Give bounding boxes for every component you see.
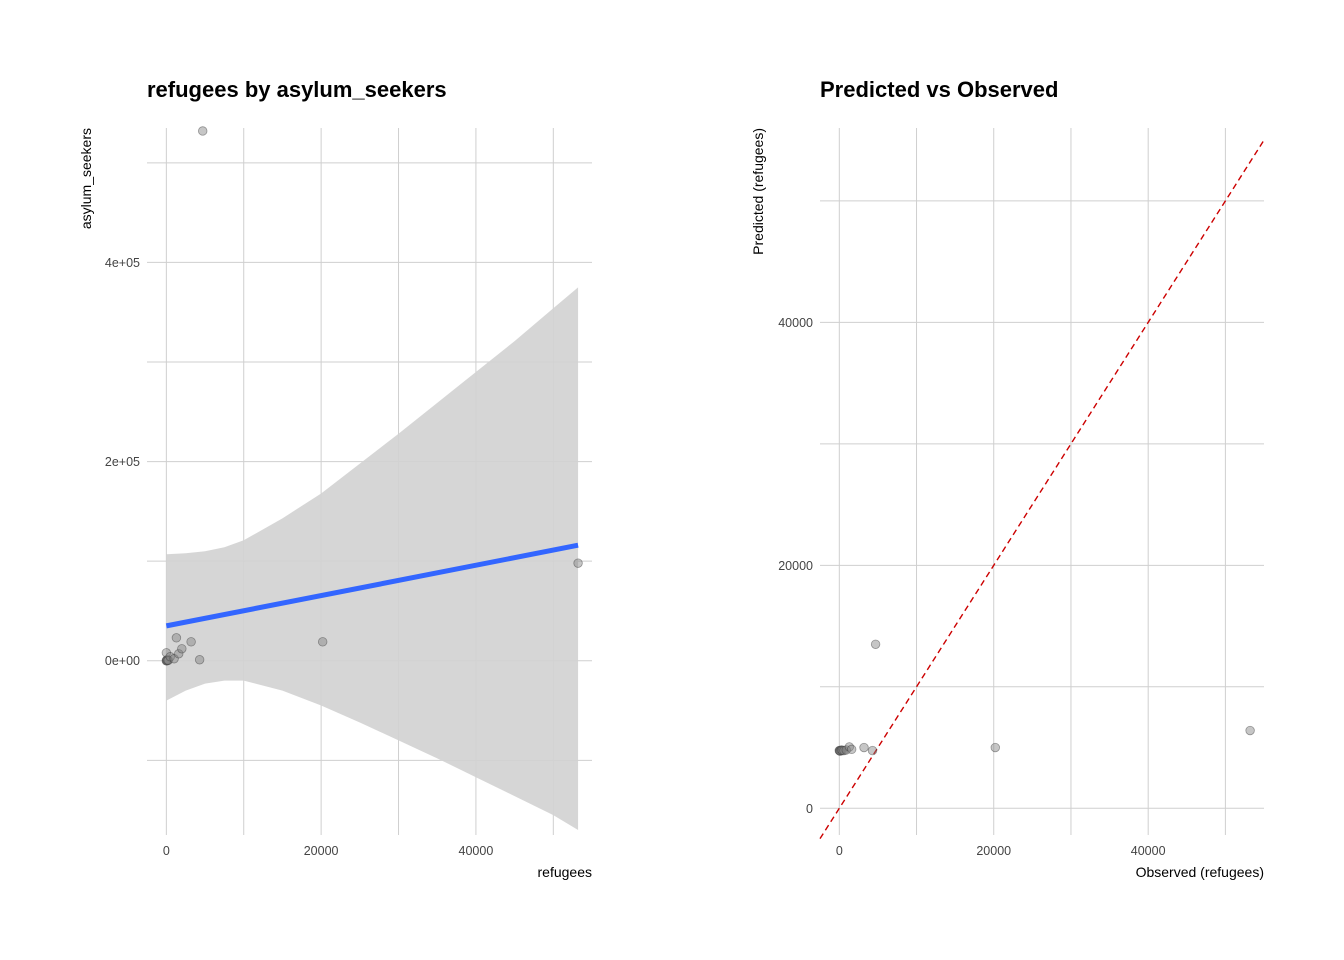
points-layer [161,126,583,666]
data-point [859,742,869,753]
reference-line-layer [819,139,1265,840]
data-point [834,745,845,756]
y-tick-label: 4e+05 [105,256,140,270]
data-point [836,745,847,755]
panel-title: Predicted vs Observed [820,77,1058,102]
data-point [161,656,172,666]
data-point [834,745,845,756]
y-tick-label: 0e+00 [105,654,140,668]
x-tick-label: 0 [163,844,170,858]
data-point [174,649,184,659]
data-point [846,744,857,755]
x-axis-label: refugees [538,864,592,880]
data-point [870,639,881,649]
data-point [162,655,172,665]
x-tick-label: 40000 [1131,844,1166,858]
data-point [161,656,172,666]
y-axis-label: Predicted (refugees) [750,128,766,255]
reference-line [819,139,1265,840]
confidence-band [166,287,579,831]
y-tick-label: 20000 [778,559,813,573]
data-point [317,637,328,647]
regression-line [165,542,579,629]
data-point [198,126,208,136]
y-tick-label: 40000 [778,316,813,330]
y-tick-label: 2e+05 [105,455,140,469]
panel-title: refugees by asylum_seekers [147,77,447,102]
data-point [867,745,878,756]
confidence-band-layer [166,287,579,831]
tick-labels: 0 20000 40000 0 20000 40000 [778,316,1165,858]
data-point [573,558,583,568]
x-tick-label: 40000 [459,844,494,858]
data-point [194,655,205,665]
data-point [835,746,845,756]
x-axis-label: Observed (refugees) [1136,864,1264,880]
data-point [177,644,187,654]
x-tick-label: 20000 [304,844,339,858]
data-point [836,745,846,756]
tick-labels: 0 20000 40000 0e+00 2e+05 4e+05 [105,256,493,858]
data-point [161,648,172,658]
data-point [1245,725,1255,736]
data-point [990,742,1000,753]
scatter-panel-predicted-vs-observed: Predicted vs Observed 0 20000 40000 0 20000 4… [750,77,1265,880]
data-point [186,637,196,647]
fit-line-layer [165,542,579,629]
data-point [837,745,848,756]
data-point [171,633,182,643]
data-point [169,654,179,664]
y-tick-label: 0 [806,802,813,816]
data-point [844,742,855,752]
points-layer [834,639,1255,756]
y-axis-label: asylum_seekers [78,128,94,229]
data-point [162,655,173,666]
data-point [165,652,175,662]
data-point [839,745,849,756]
scatter-panel-refugees-by-asylum-seekers: refugees by asylum_seekers 0 20000 40000 0e… [78,77,592,880]
x-tick-label: 0 [836,844,843,858]
x-tick-label: 20000 [976,844,1011,858]
data-point [841,745,851,755]
data-point [163,655,173,665]
grid-lines [820,128,1264,835]
